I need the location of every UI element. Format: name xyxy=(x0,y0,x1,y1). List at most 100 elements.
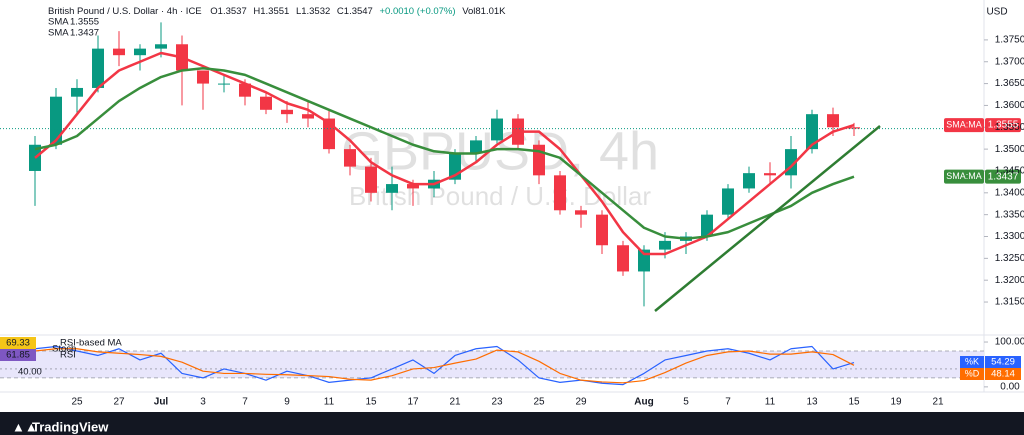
y-tick-label: 1.3600 xyxy=(995,100,1024,111)
ind-tag-name-bg xyxy=(960,356,984,368)
y-tick-label: 1.3150 xyxy=(995,297,1024,308)
x-tick-label: 7 xyxy=(725,397,731,408)
candle-body xyxy=(365,166,377,193)
candle-body xyxy=(806,114,818,150)
candle-body xyxy=(659,240,671,250)
candle-body xyxy=(92,48,104,88)
y-tick-label: 100.00 xyxy=(995,337,1024,348)
watermark: GBPUSD, 4h British Pound / U.S. Dollar xyxy=(341,121,659,211)
x-tick-label: 25 xyxy=(71,397,83,408)
x-tick-label: 21 xyxy=(449,397,461,408)
candle-body xyxy=(218,83,230,85)
price-tag-bg xyxy=(985,118,1021,133)
indicator-name: Stoch xyxy=(52,344,76,355)
candle-body xyxy=(575,210,587,215)
candle-body xyxy=(554,175,566,211)
candle-body xyxy=(827,114,839,128)
readout-bg xyxy=(0,337,36,349)
close: C1.3547 xyxy=(337,6,373,17)
candle-body xyxy=(260,96,272,110)
ind-tag-value: 54.29 xyxy=(991,357,1015,368)
x-tick-label: 15 xyxy=(848,397,860,408)
x-tick-label: 23 xyxy=(491,397,503,408)
candle-body xyxy=(302,114,314,119)
ind-tag-bg xyxy=(985,356,1021,368)
ind-tag-name: %D xyxy=(965,368,980,378)
readout-value: 61.85 xyxy=(6,350,30,361)
x-tick-label: 19 xyxy=(890,397,902,408)
y-tick-label: 1.3700 xyxy=(995,56,1024,67)
readout-name: RSI xyxy=(60,350,76,361)
price-tag-value: 1.3437 xyxy=(988,171,1019,182)
legend-value: 1.3555 xyxy=(70,17,99,28)
low: L1.3532 xyxy=(296,6,330,17)
y-tick-label: 1.3250 xyxy=(995,253,1024,264)
change: +0.0010 (+0.07%) xyxy=(379,6,455,17)
candle-body xyxy=(470,140,482,154)
y-tick-label: 1.3550 xyxy=(995,122,1024,133)
x-tick-label: 21 xyxy=(932,397,944,408)
x-tick-label: Jul xyxy=(154,397,169,408)
candle-body xyxy=(50,96,62,145)
volume: Vol81.01K xyxy=(462,6,506,17)
y-tick-label: 1.3450 xyxy=(995,166,1024,177)
x-tick-label: 11 xyxy=(765,397,776,408)
x-tick-label: 13 xyxy=(806,397,818,408)
candle-body xyxy=(491,118,503,141)
readout-value: 69.33 xyxy=(6,338,30,349)
header: British Pound / U.S. Dollar · 4h · ICE O… xyxy=(48,6,506,17)
brand-logo: ▲▲ xyxy=(12,419,38,434)
open: O1.3537 xyxy=(210,6,246,17)
candle-body xyxy=(743,173,755,189)
x-tick-label: 9 xyxy=(284,397,290,408)
candle-body xyxy=(617,245,629,272)
legend-value: 1.3437 xyxy=(70,28,99,39)
series-line xyxy=(34,51,855,256)
legend-name: SMA xyxy=(48,28,69,39)
symbol-title: British Pound / U.S. Dollar · 4h · ICE xyxy=(48,6,202,17)
series-line xyxy=(34,345,855,386)
candle-body xyxy=(722,188,734,215)
candle-body xyxy=(764,173,776,176)
candle-body xyxy=(281,109,293,115)
level-label: 40.00 xyxy=(18,366,42,377)
price-tag-name: SMA:MA xyxy=(946,119,982,129)
candle-body xyxy=(134,48,146,56)
candle-body xyxy=(533,144,545,176)
readout-name: RSI-based MA xyxy=(60,338,122,349)
price-tag-bg xyxy=(985,169,1021,184)
candle-body xyxy=(239,83,251,97)
candle-body xyxy=(407,184,419,189)
y-tick-label: 0.00 xyxy=(1000,382,1020,393)
currency: USD xyxy=(986,7,1007,18)
indicator-pane xyxy=(0,337,1021,388)
price-pane xyxy=(0,22,1021,307)
y-tick-label: 1.3350 xyxy=(995,209,1024,220)
x-tick-label: 29 xyxy=(575,397,587,408)
trendline xyxy=(654,125,881,312)
x-tick-label: 25 xyxy=(533,397,545,408)
price-tag-name-bg xyxy=(944,118,984,133)
price-tag-value: 1.3555 xyxy=(988,120,1019,131)
x-tick-label: 5 xyxy=(683,397,689,408)
series-line xyxy=(34,67,855,240)
y-tick-label: 1.3650 xyxy=(995,78,1024,89)
price-tag-name: SMA:MA xyxy=(946,171,982,181)
brand: TradingView xyxy=(32,419,109,434)
candle-body xyxy=(113,48,125,56)
candle-body xyxy=(701,214,713,237)
legend-name: SMA xyxy=(48,17,69,28)
ind-tag-bg xyxy=(985,368,1021,380)
y-tick-label: 1.3750 xyxy=(995,35,1024,46)
x-tick-label: Aug xyxy=(634,397,653,408)
candle-body xyxy=(596,214,608,246)
x-tick-label: 27 xyxy=(113,397,125,408)
footer-bar xyxy=(0,412,1024,435)
x-tick-label: 11 xyxy=(324,397,335,408)
price-tag-name-bg xyxy=(944,169,984,184)
background xyxy=(0,0,1024,412)
y-tick-label: 1.3500 xyxy=(995,144,1024,155)
candle-body xyxy=(155,44,167,49)
x-tick-label: 15 xyxy=(365,397,377,408)
